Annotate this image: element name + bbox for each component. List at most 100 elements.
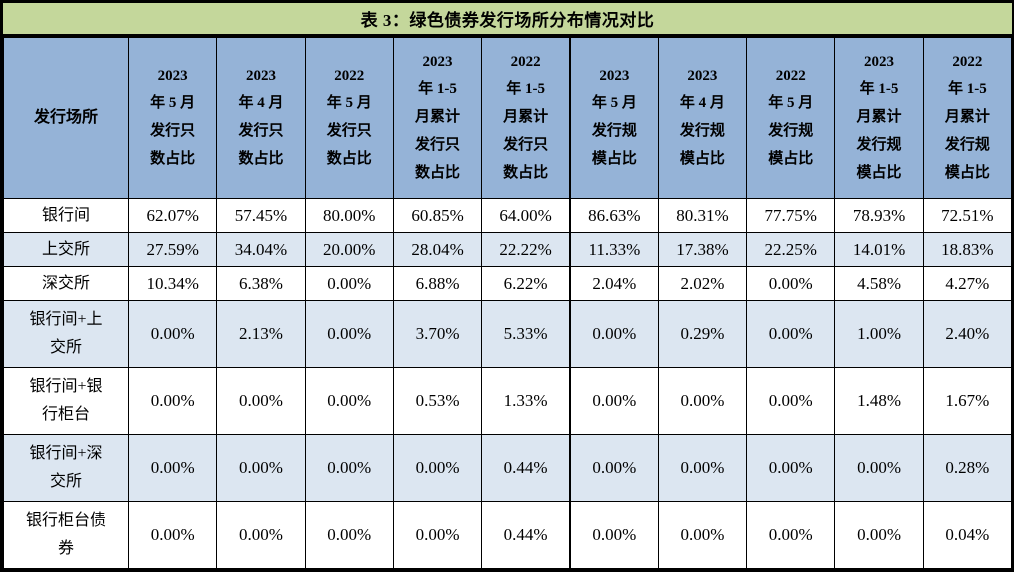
table-cell: 1.48% — [834, 367, 924, 435]
table-cell: 2.40% — [922, 300, 1012, 368]
column-header: 2023 年 4 月 发行只 数占比 — [216, 37, 306, 199]
row-label: 银行间+银 行柜台 — [3, 367, 129, 435]
table-cell: 86.63% — [568, 198, 659, 233]
table-cell: 0.00% — [746, 434, 836, 502]
table-cell: 0.00% — [304, 266, 394, 301]
column-header: 2022 年 1-5 月累计 发行规 模占比 — [922, 37, 1012, 199]
row-label: 银行间 — [3, 198, 129, 233]
table-cell: 80.31% — [657, 198, 748, 233]
table-cell: 0.00% — [392, 434, 483, 502]
table-cell: 64.00% — [481, 198, 571, 233]
row-label: 银行柜台债 券 — [3, 501, 129, 568]
table-cell: 6.88% — [392, 266, 483, 301]
table-cell: 27.59% — [127, 232, 218, 267]
table-row: 银行柜台债 券 0.00% 0.00% 0.00% 0.00% 0.44% 0.00% 0.0… — [3, 501, 1012, 568]
table-cell: 3.70% — [392, 300, 483, 368]
table-cell: 18.83% — [922, 232, 1012, 267]
column-header: 2023 年 1-5 月累计 发行只 数占比 — [392, 37, 483, 199]
table-cell: 10.34% — [127, 266, 218, 301]
table-cell: 0.44% — [481, 434, 571, 502]
table-cell: 14.01% — [834, 232, 924, 267]
table-cell: 0.00% — [304, 300, 394, 368]
table-cell: 6.38% — [216, 266, 306, 301]
row-label: 上交所 — [3, 232, 129, 267]
table-cell: 72.51% — [922, 198, 1012, 233]
table-cell: 0.00% — [746, 501, 836, 568]
table-cell: 0.00% — [216, 367, 306, 435]
table-cell: 0.00% — [127, 300, 218, 368]
table-cell: 60.85% — [392, 198, 483, 233]
table-cell: 62.07% — [127, 198, 218, 233]
row-label: 银行间+深 交所 — [3, 434, 129, 502]
row-header-cell: 发行场所 — [3, 37, 129, 199]
table-title: 表 3：绿色债券发行场所分布情况对比 — [360, 11, 655, 30]
table-row: 上交所 27.59% 34.04% 20.00% 28.04% 22.22% 11.33% 1… — [3, 232, 1012, 267]
table-cell: 0.00% — [568, 501, 659, 568]
column-header: 2023 年 1-5 月累计 发行规 模占比 — [834, 37, 924, 199]
column-header: 2023 年 5 月 发行只 数占比 — [127, 37, 218, 199]
table-cell: 0.00% — [746, 367, 836, 435]
table-cell: 0.00% — [746, 266, 836, 301]
table-cell: 0.00% — [127, 434, 218, 502]
table-cell: 0.00% — [304, 501, 394, 568]
table-row: 深交所 10.34% 6.38% 0.00% 6.88% 6.22% 2.04% 2.02% 0… — [3, 266, 1012, 301]
table-cell: 0.00% — [657, 501, 748, 568]
table-cell: 0.29% — [657, 300, 748, 368]
table-cell: 0.44% — [481, 501, 571, 568]
green-bond-venue-table: 发行场所 2023 年 5 月 发行只 数占比 2023 年 4 月 发行只 数占… — [3, 37, 1012, 568]
table-cell: 1.67% — [922, 367, 1012, 435]
table-cell: 0.00% — [568, 300, 659, 368]
table-title-bar: 表 3：绿色债券发行场所分布情况对比 — [3, 3, 1012, 37]
table-cell: 1.00% — [834, 300, 924, 368]
table-cell: 0.00% — [568, 434, 659, 502]
table-cell: 0.00% — [304, 367, 394, 435]
column-header: 2023 年 4 月 发行规 模占比 — [657, 37, 748, 199]
table-header: 发行场所 2023 年 5 月 发行只 数占比 2023 年 4 月 发行只 数占… — [3, 37, 1012, 199]
table-cell: 5.33% — [481, 300, 571, 368]
table-cell: 0.28% — [922, 434, 1012, 502]
table-row: 银行间+上 交所 0.00% 2.13% 0.00% 3.70% 5.33% 0.00% 0.… — [3, 300, 1012, 368]
table-cell: 4.27% — [922, 266, 1012, 301]
table-body: 银行间 62.07% 57.45% 80.00% 60.85% 64.00% 86.63% 8… — [3, 198, 1012, 568]
table-cell: 2.02% — [657, 266, 748, 301]
table-cell: 17.38% — [657, 232, 748, 267]
table-cell: 78.93% — [834, 198, 924, 233]
table-cell: 0.04% — [922, 501, 1012, 568]
table-cell: 0.00% — [216, 434, 306, 502]
table-cell: 0.00% — [216, 501, 306, 568]
table-cell: 0.53% — [392, 367, 483, 435]
table-cell: 0.00% — [746, 300, 836, 368]
table-cell: 57.45% — [216, 198, 306, 233]
table-cell: 2.04% — [568, 266, 659, 301]
table-cell: 0.00% — [657, 434, 748, 502]
column-header: 2022 年 5 月 发行只 数占比 — [304, 37, 394, 199]
table-cell: 20.00% — [304, 232, 394, 267]
table-cell: 34.04% — [216, 232, 306, 267]
table-cell: 2.13% — [216, 300, 306, 368]
table-cell: 0.00% — [834, 434, 924, 502]
column-header: 2022 年 5 月 发行规 模占比 — [746, 37, 836, 199]
table-cell: 22.25% — [746, 232, 836, 267]
row-label: 深交所 — [3, 266, 129, 301]
table-cell: 0.00% — [657, 367, 748, 435]
table-cell: 22.22% — [481, 232, 571, 267]
column-header: 2022 年 1-5 月累计 发行只 数占比 — [481, 37, 571, 199]
table-cell: 6.22% — [481, 266, 571, 301]
row-label: 银行间+上 交所 — [3, 300, 129, 368]
header-row: 发行场所 2023 年 5 月 发行只 数占比 2023 年 4 月 发行只 数占… — [3, 37, 1012, 199]
table-cell: 77.75% — [746, 198, 836, 233]
table-cell: 0.00% — [127, 367, 218, 435]
table-cell: 0.00% — [127, 501, 218, 568]
table-cell: 4.58% — [834, 266, 924, 301]
column-header: 2023 年 5 月 发行规 模占比 — [568, 37, 659, 199]
table-row: 银行间 62.07% 57.45% 80.00% 60.85% 64.00% 86.63% 8… — [3, 198, 1012, 233]
table-cell: 80.00% — [304, 198, 394, 233]
table-row: 银行间+银 行柜台 0.00% 0.00% 0.00% 0.53% 1.33% 0.00% 0… — [3, 367, 1012, 435]
table-cell: 0.00% — [392, 501, 483, 568]
table-cell: 0.00% — [834, 501, 924, 568]
table-cell: 11.33% — [568, 232, 659, 267]
table-cell: 0.00% — [304, 434, 394, 502]
table-row: 银行间+深 交所 0.00% 0.00% 0.00% 0.00% 0.44% 0.00% 0.… — [3, 434, 1012, 502]
table-cell: 28.04% — [392, 232, 483, 267]
